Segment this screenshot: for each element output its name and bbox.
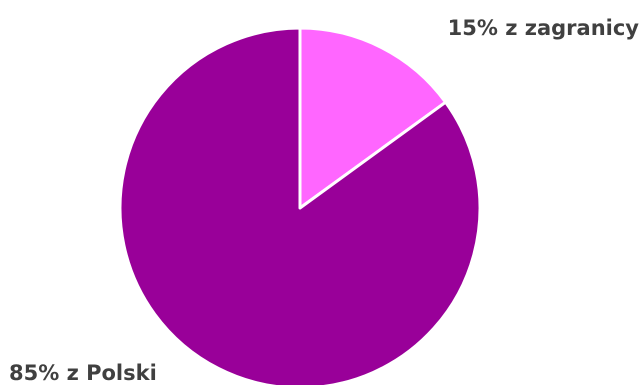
slice-label-zagranica: 15% z zagranicy bbox=[447, 16, 639, 40]
pie-slice-zagranica bbox=[298, 26, 448, 210]
pie-slice-polska bbox=[118, 26, 482, 389]
slice-label-polska: 85% z Polski bbox=[9, 361, 157, 385]
